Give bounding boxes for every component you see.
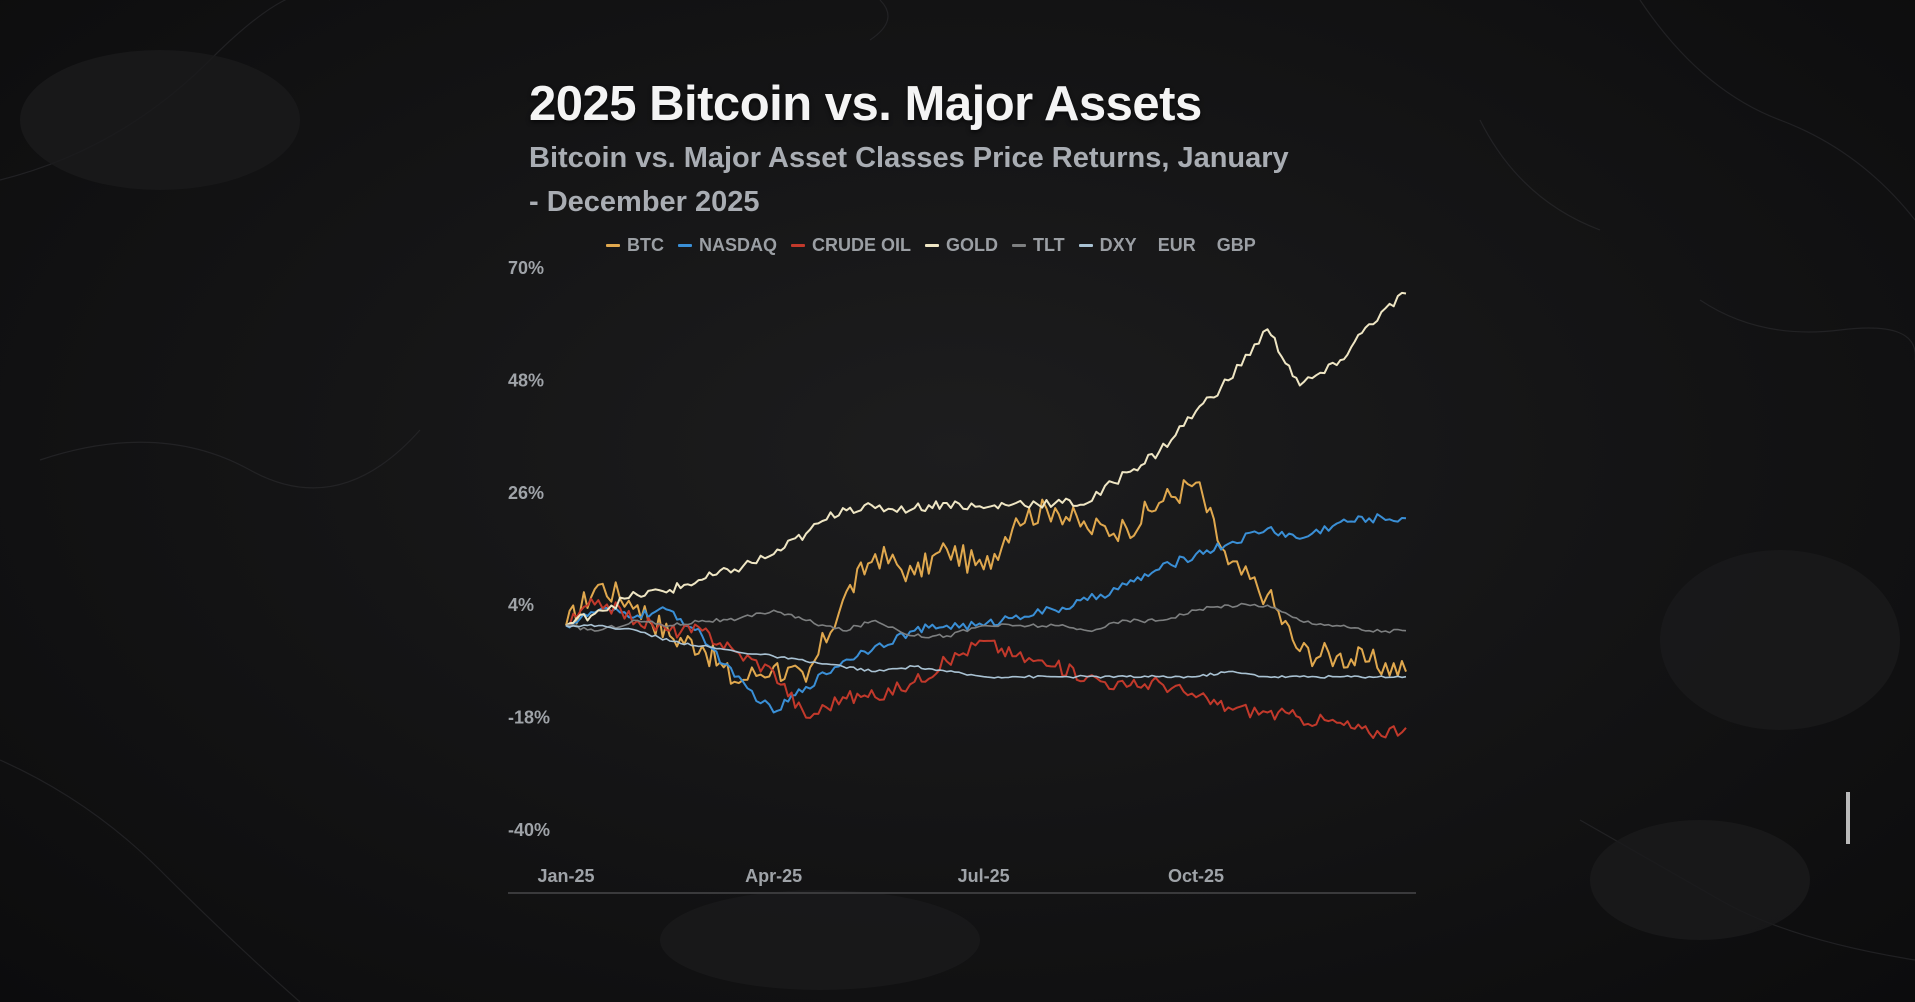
legend-label: EUR <box>1157 234 1196 255</box>
y-tick-label: -40% <box>508 820 550 840</box>
legend-item-crude-oil: CRUDE OIL <box>791 235 911 256</box>
legend-label: TLT <box>1033 234 1065 255</box>
legend-item-gbp: GBP <box>1210 235 1256 256</box>
legend-item-dxy: DXY <box>1078 234 1137 256</box>
legend-label: NASDAQ <box>699 234 778 255</box>
series-line-gold <box>565 291 1407 627</box>
legend-swatch <box>1012 243 1027 247</box>
y-tick-label: 4% <box>508 595 534 615</box>
chart-header: 2025 Bitcoin vs. Major Assets Bitcoin vs… <box>529 74 1429 224</box>
legend-swatch <box>678 243 692 247</box>
legend-item-nasdaq: NASDAQ <box>678 235 777 256</box>
legend-label: GBP <box>1216 234 1256 255</box>
series-line-dxy <box>565 623 1407 679</box>
legend-label: CRUDE OIL <box>812 234 912 255</box>
series-layer <box>565 291 1407 739</box>
legend-swatch <box>791 243 806 247</box>
x-axis: Jan-25 Apr-25 Jul-25 Oct-25 <box>537 866 1224 886</box>
legend-label: BTC <box>627 234 664 255</box>
x-tick-label: Jan-25 <box>537 866 594 886</box>
legend-item-eur: EUR <box>1151 235 1196 256</box>
x-tick-label: Apr-25 <box>745 866 802 886</box>
legend-item-gold: GOLD <box>925 235 998 256</box>
chart-title: 2025 Bitcoin vs. Major Assets <box>529 77 1202 131</box>
series-line-btc <box>565 479 1407 685</box>
legend-swatch <box>606 243 620 247</box>
legend-swatch <box>925 243 940 247</box>
y-tick-label: 48% <box>508 370 544 390</box>
series-line-tlt <box>565 602 1407 639</box>
y-tick-label: 70% <box>508 258 544 278</box>
legend-label: GOLD <box>946 234 999 255</box>
y-axis: 70% 48% 26% 4% -18% -40% <box>508 258 550 840</box>
series-line-crude-oil <box>565 597 1407 739</box>
x-tick-label: Oct-25 <box>1168 866 1224 886</box>
legend-swatch <box>1078 243 1093 247</box>
y-tick-label: 26% <box>508 483 544 503</box>
legend-item-tlt: TLT <box>1012 235 1065 256</box>
legend-label: DXY <box>1099 234 1137 255</box>
x-tick-label: Jul-25 <box>958 866 1010 886</box>
legend-item-btc: BTC <box>606 235 664 256</box>
series-line-nasdaq <box>565 513 1407 714</box>
chart-subtitle: Bitcoin vs. Major Asset Classes Price Re… <box>529 142 1289 218</box>
y-tick-label: -18% <box>508 708 550 728</box>
chart-legend: BTC NASDAQ CRUDE OIL GOLD TLT DXY EUR GBP <box>606 232 1256 258</box>
